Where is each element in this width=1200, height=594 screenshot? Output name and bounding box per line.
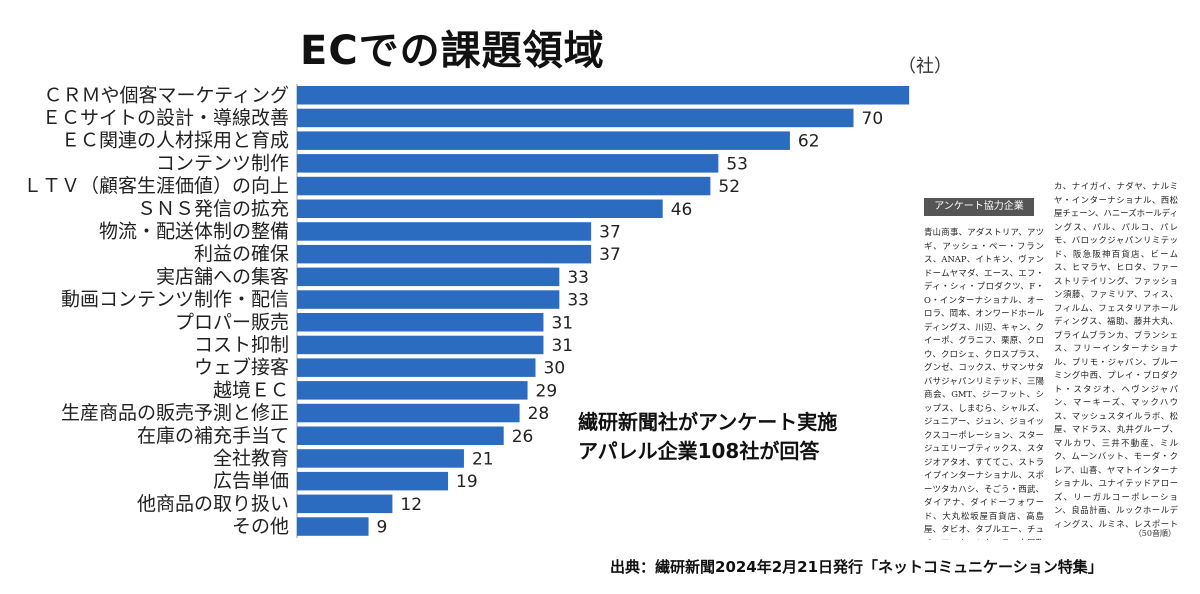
category-label-11: コスト抑制 <box>194 334 289 356</box>
category-label-8: 実店舗への集客 <box>156 266 289 288</box>
bar-2 <box>297 131 790 150</box>
value-label-2: 62 <box>798 132 820 152</box>
category-label-13: 越境ＥＣ <box>213 379 289 401</box>
category-label-6: 物流・配送体制の整備 <box>99 220 289 242</box>
category-label-7: 利益の確保 <box>194 243 289 265</box>
respondents-list-left: 青山商事、アダストリア、アツギ、アッシュ・ペー・フランス、ANAP、イトキン、ヴ… <box>924 227 1044 540</box>
bar-15 <box>297 426 504 445</box>
bar-18 <box>297 494 393 514</box>
category-label-9: 動画コンテンツ制作・配信 <box>61 289 289 311</box>
bar-4 <box>297 176 711 196</box>
bar-0 <box>297 86 910 105</box>
value-label-10: 31 <box>551 313 573 333</box>
category-label-4: ＬＴＶ（顧客生涯価値）の向上 <box>23 175 289 197</box>
category-label-18: 他商品の取り扱い <box>137 493 289 515</box>
bar-12 <box>297 358 536 377</box>
category-label-12: ウェブ接客 <box>194 356 289 379</box>
bar-17 <box>297 471 449 491</box>
respondents-order-note: （50音順） <box>1133 529 1176 538</box>
category-label-14: 生産商品の販売予測と修正 <box>61 402 289 424</box>
value-label-14: 28 <box>528 404 550 424</box>
category-label-5: ＳＮＳ発信の拡充 <box>137 198 289 220</box>
value-label-5: 46 <box>671 200 693 220</box>
page-title: ECでの課題領域 <box>300 28 605 74</box>
bar-13 <box>297 381 528 400</box>
bar-10 <box>297 313 544 332</box>
value-label-19: 9 <box>377 518 388 538</box>
bar-9 <box>297 290 560 309</box>
value-label-8: 33 <box>567 268 589 288</box>
survey-note-line-2: アパレル企業108社が回答 <box>578 439 820 463</box>
value-label-17: 19 <box>456 472 478 492</box>
bar-11 <box>297 335 544 355</box>
category-label-15: 在庫の補充手当て <box>137 425 289 447</box>
survey-note-line-1: 繊研新聞社がアンケート実施 <box>578 410 838 434</box>
bar-8 <box>297 267 560 287</box>
value-label-18: 12 <box>400 495 422 515</box>
value-label-15: 26 <box>512 427 534 447</box>
bar-14 <box>297 403 520 423</box>
value-label-16: 21 <box>472 449 494 469</box>
value-label-12: 30 <box>544 359 566 379</box>
value-label-3: 53 <box>726 154 748 174</box>
respondents-panel-heading: アンケート協力企業 <box>924 198 1034 216</box>
survey-note: 繊研新聞社がアンケート実施 アパレル企業108社が回答 <box>578 408 837 466</box>
unit-label: （社） <box>898 56 952 77</box>
respondents-panel: アンケート協力企業 青山商事、アダストリア、アツギ、アッシュ・ペー・フランス、A… <box>918 176 1180 544</box>
category-label-1: ＥＣサイトの設計・導線改善 <box>42 107 289 129</box>
bar-16 <box>297 449 464 468</box>
category-label-10: プロパー販売 <box>175 311 289 333</box>
bar-1 <box>297 108 854 128</box>
value-label-7: 37 <box>599 245 621 265</box>
bar-19 <box>297 517 369 536</box>
bar-6 <box>297 222 592 241</box>
source-caption: 出典：繊研新聞2024年2月21日発行「ネットコミュニケーション特集」 <box>610 558 1103 576</box>
value-label-13: 29 <box>536 381 558 401</box>
bar-chart: ＣＲＭや個客マーケティング77ＥＣサイトの設計・導線改善70ＥＣ関連の人材採用と… <box>23 84 910 538</box>
category-label-2: ＥＣ関連の人材採用と育成 <box>61 130 289 152</box>
respondents-list-right: カ、ナイガイ、ナダヤ、ナルミヤ・インターナショナル、西松屋チェーン、ハニーズホー… <box>1054 181 1178 529</box>
category-label-0: ＣＲＭや個客マーケティング <box>44 84 289 106</box>
category-label-19: その他 <box>232 516 289 538</box>
bar-5 <box>297 199 663 218</box>
value-label-4: 52 <box>718 177 740 197</box>
category-label-17: 広告単価 <box>213 470 289 492</box>
value-label-9: 33 <box>567 291 589 311</box>
bar-7 <box>297 244 592 264</box>
value-label-6: 37 <box>599 222 621 242</box>
category-label-16: 全社教育 <box>213 447 289 469</box>
value-label-1: 70 <box>862 109 884 129</box>
category-label-3: コンテンツ制作 <box>156 152 289 174</box>
bar-3 <box>297 154 719 173</box>
value-label-11: 31 <box>551 336 573 356</box>
